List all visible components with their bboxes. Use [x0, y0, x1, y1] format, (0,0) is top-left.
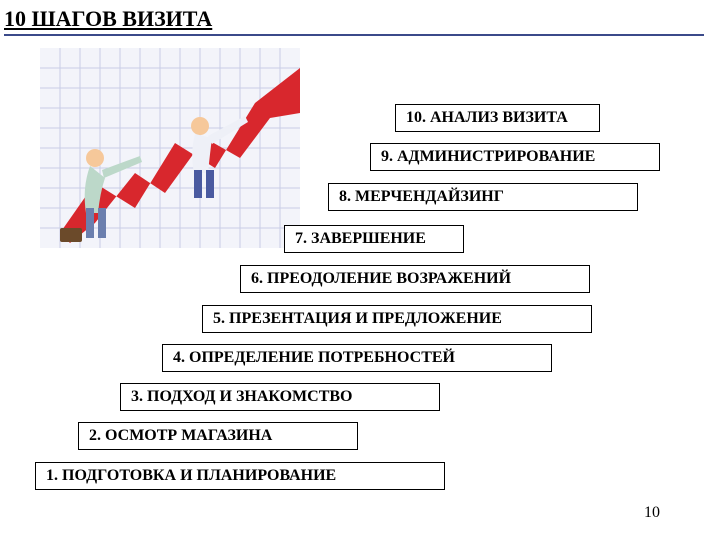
step-6: 6. ПРЕОДОЛЕНИЕ ВОЗРАЖЕНИЙ	[240, 265, 590, 293]
step-8: 8. МЕРЧЕНДАЙЗИНГ	[328, 183, 638, 211]
step-7: 7. ЗАВЕРШЕНИЕ	[284, 225, 464, 253]
step-9: 9. АДМИНИСТРИРОВАНИЕ	[370, 143, 660, 171]
step-5: 5. ПРЕЗЕНТАЦИЯ И ПРЕДЛОЖЕНИЕ	[202, 305, 592, 333]
step-10: 10. АНАЛИЗ ВИЗИТА	[395, 104, 600, 132]
growth-illustration	[40, 48, 300, 248]
step-1: 1. ПОДГОТОВКА И ПЛАНИРОВАНИЕ	[35, 462, 445, 490]
step-4: 4. ОПРЕДЕЛЕНИЕ ПОТРЕБНОСТЕЙ	[162, 344, 552, 372]
title-rule	[4, 34, 704, 36]
page-title: 10 ШАГОВ ВИЗИТА	[4, 6, 212, 32]
briefcase-icon	[60, 228, 82, 242]
step-3: 3. ПОДХОД И ЗНАКОМСТВО	[120, 383, 440, 411]
step-2: 2. ОСМОТР МАГАЗИНА	[78, 422, 358, 450]
page-number: 10	[644, 504, 660, 522]
